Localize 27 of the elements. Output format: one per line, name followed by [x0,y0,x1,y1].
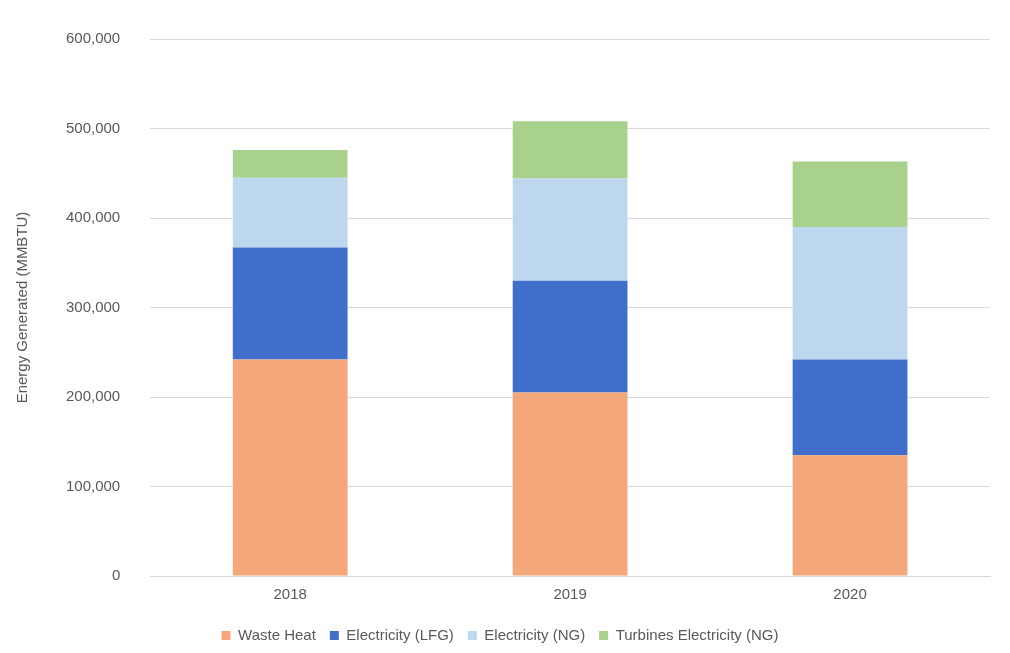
y-tick-label: 400,000 [65,208,121,226]
legend-label: Turbines Electricity (NG) [615,625,779,643]
y-tick-label: 300,000 [65,297,121,315]
y-tick-label: 500,000 [65,118,121,136]
bar [512,280,628,393]
bar [792,455,908,576]
bar [232,247,348,360]
legend-label: Waste Heat [238,625,317,643]
y-tick-label: 600,000 [65,29,121,47]
bar [792,359,908,456]
legend-label: Electricity (LFG) [346,625,454,643]
x-tick-label: 2019 [553,585,587,603]
x-tick-label: 2018 [273,585,307,603]
y-tick-label: 100,000 [65,476,121,494]
y-tick-label: 200,000 [65,387,121,405]
bar [232,359,348,576]
bar [792,226,908,360]
bar [232,177,348,248]
legend-label: Electricity (NG) [484,625,586,643]
y-tick-label: 0 [111,566,121,584]
bar [792,161,908,227]
y-axis-title: Energy Generated (MMBTU) [13,211,31,404]
x-tick-label: 2020 [833,585,867,603]
bar [512,121,628,179]
bar [232,149,348,178]
bar [512,178,628,281]
bar [512,392,628,576]
